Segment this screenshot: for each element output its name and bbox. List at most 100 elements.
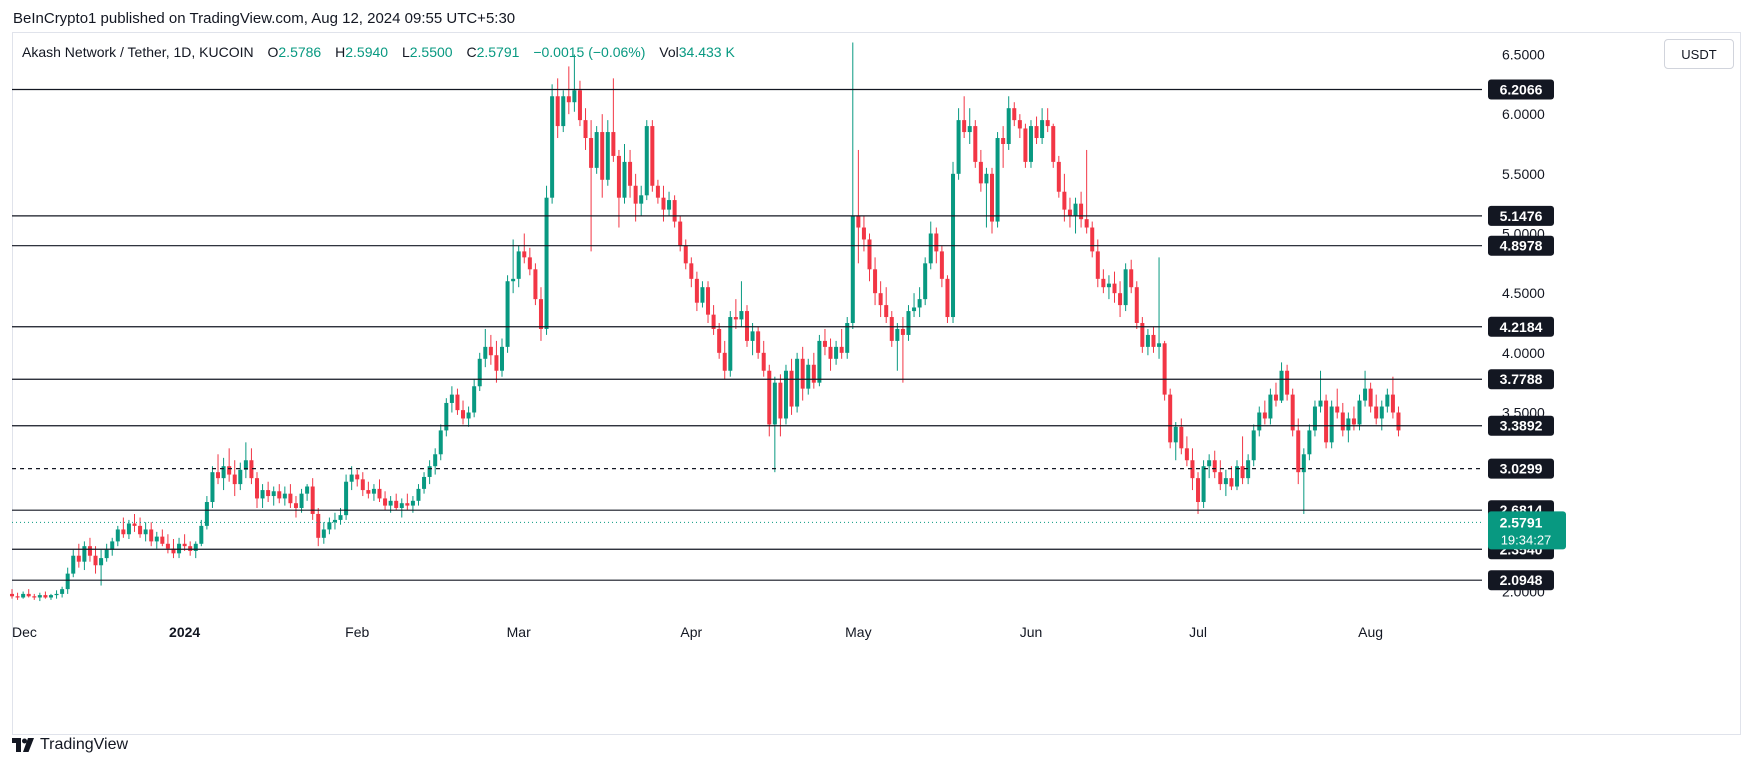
- candle-body: [538, 299, 543, 329]
- candle-body: [900, 328, 905, 335]
- brand-name: TradingView: [40, 736, 129, 753]
- candle-body: [305, 486, 310, 494]
- candle-body: [706, 287, 711, 315]
- candle-body: [873, 269, 878, 294]
- candle-body: [126, 523, 131, 535]
- level-price-tag: [1488, 235, 1554, 256]
- candle-body: [410, 500, 415, 506]
- candle-body: [383, 498, 388, 506]
- tradingview-brand[interactable]: TradingView: [12, 736, 128, 754]
- candle-body: [1067, 209, 1072, 216]
- candle-body: [316, 513, 321, 538]
- x-tick-label: Dec: [12, 624, 37, 640]
- candle-body: [238, 469, 243, 485]
- candle-body: [1028, 126, 1033, 162]
- candle-body: [1012, 108, 1017, 121]
- candle-body: [672, 200, 677, 222]
- high-label: H: [335, 44, 346, 60]
- candle-body: [43, 595, 48, 598]
- candle-body: [655, 185, 660, 198]
- candle-body: [1351, 418, 1356, 425]
- candle-body: [717, 328, 722, 353]
- candle-body: [21, 593, 26, 598]
- candle-body: [1279, 370, 1284, 401]
- candle-body: [288, 493, 293, 504]
- candle-body: [1173, 426, 1178, 443]
- y-tick-label: 6.5000: [1502, 46, 1545, 62]
- candle-body: [527, 257, 532, 270]
- candle-body: [845, 323, 850, 353]
- candle-body: [1329, 406, 1334, 443]
- candle-body: [60, 589, 65, 594]
- candle-body: [1118, 293, 1123, 306]
- current-price-label: 2.5791: [1500, 514, 1543, 530]
- candle-body: [1268, 394, 1273, 419]
- candle-body: [817, 340, 822, 383]
- candle-body: [1318, 400, 1323, 407]
- candle-body: [221, 466, 226, 479]
- candle-body: [1307, 430, 1312, 455]
- level-price-label: 5.1476: [1500, 208, 1543, 224]
- candle-body: [1201, 466, 1206, 503]
- y-tick-label: 5.5000: [1502, 166, 1545, 182]
- x-tick-label: May: [845, 624, 871, 640]
- candle-body: [1051, 126, 1056, 162]
- candle-body: [856, 215, 861, 228]
- candle-body: [1129, 269, 1134, 288]
- candle-body: [1101, 278, 1106, 288]
- candle-body: [216, 472, 221, 479]
- candle-body: [499, 346, 505, 371]
- candle-body: [1363, 388, 1368, 401]
- candle-body: [171, 548, 176, 554]
- candle-body: [332, 519, 337, 523]
- level-price-tag: [1488, 369, 1554, 390]
- candle-body: [48, 595, 53, 598]
- candle-body: [1157, 343, 1162, 347]
- candle-body: [1285, 370, 1290, 395]
- candle-body: [1040, 120, 1045, 139]
- candle-body: [104, 549, 109, 559]
- candle-body: [321, 529, 326, 538]
- candle-body: [1017, 120, 1022, 129]
- candle-body: [227, 466, 232, 475]
- candle-body: [1179, 426, 1184, 449]
- candle-body: [594, 132, 599, 168]
- candle-body: [744, 311, 750, 341]
- candle-body: [750, 331, 755, 341]
- candle-body: [422, 476, 427, 489]
- candle-body: [984, 173, 989, 184]
- candle-body: [1312, 406, 1317, 431]
- close-value: 2.5791: [476, 44, 520, 60]
- candle-body: [1324, 400, 1329, 443]
- candle-body: [1301, 454, 1306, 473]
- candle-body: [1190, 460, 1195, 479]
- candle-body: [1340, 412, 1345, 431]
- candle-body: [767, 370, 772, 425]
- candle-body: [160, 536, 165, 544]
- candle-body: [544, 197, 549, 329]
- candle-body: [110, 541, 115, 550]
- candle-body: [26, 593, 31, 597]
- candle-body: [1257, 412, 1262, 431]
- candle-body: [728, 317, 733, 371]
- candle-body: [1390, 394, 1395, 413]
- volume-value: 34.433 K: [678, 44, 735, 60]
- candle-body: [1374, 406, 1379, 419]
- candle-body: [850, 215, 855, 323]
- candle-body: [277, 491, 282, 499]
- candle-body: [115, 529, 120, 542]
- candle-body: [1234, 466, 1240, 487]
- currency-button[interactable]: USDT: [1664, 39, 1734, 69]
- candle-body: [444, 402, 449, 431]
- candle-body: [895, 328, 900, 341]
- change-value: −0.0015 (−0.06%): [533, 44, 646, 60]
- candle-body: [1112, 283, 1117, 294]
- level-price-label: 3.3892: [1500, 418, 1543, 434]
- candle-body: [388, 500, 393, 506]
- candle-body: [282, 493, 287, 499]
- candle-body: [589, 138, 594, 168]
- candle-body: [644, 126, 649, 196]
- candle-body: [344, 481, 349, 516]
- candle-body: [249, 460, 254, 479]
